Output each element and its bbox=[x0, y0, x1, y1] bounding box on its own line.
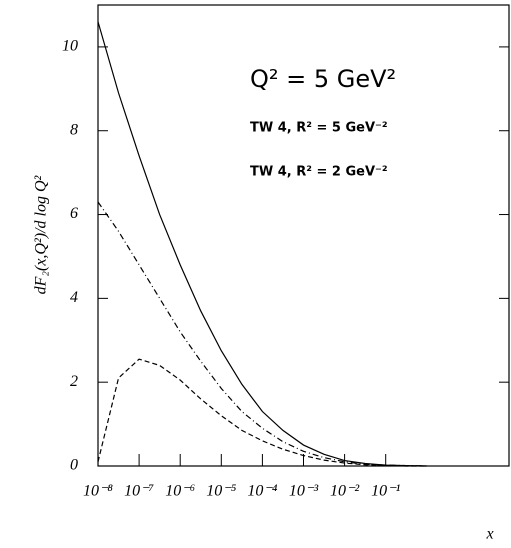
x-axis-title: x bbox=[485, 526, 493, 543]
x-tick-label: 10⁻⁵ bbox=[206, 483, 236, 500]
y-tick-label: 2 bbox=[70, 373, 78, 390]
y-tick-label: 0 bbox=[70, 457, 78, 474]
series-line bbox=[97, 21, 427, 467]
legend-label: TW 4, R² = 2 GeV⁻² bbox=[250, 165, 388, 180]
x-tick-label: 10⁻⁶ bbox=[165, 483, 195, 500]
y-tick-label: 6 bbox=[70, 205, 78, 222]
y-tick-label: 10 bbox=[62, 38, 78, 55]
x-tick-label: 10⁻⁷ bbox=[124, 483, 154, 500]
x-tick-label: 10⁻⁸ bbox=[83, 483, 113, 500]
annotation: Q² = 5 GeV² bbox=[250, 65, 396, 93]
legend-label: TW 4, R² = 5 GeV⁻² bbox=[250, 121, 388, 136]
series-line bbox=[97, 201, 427, 467]
series-line bbox=[97, 358, 427, 467]
x-tick-label: 10⁻¹ bbox=[371, 483, 400, 500]
y-tick-label: 8 bbox=[70, 121, 78, 138]
x-tick-label: 10⁻² bbox=[330, 483, 360, 500]
y-axis-title: dF₂(x,Q²)/d log Q² bbox=[33, 174, 50, 294]
x-tick-label: 10⁻⁴ bbox=[247, 483, 277, 500]
x-tick-label: 10⁻³ bbox=[289, 483, 318, 500]
y-tick-label: 4 bbox=[70, 289, 78, 306]
